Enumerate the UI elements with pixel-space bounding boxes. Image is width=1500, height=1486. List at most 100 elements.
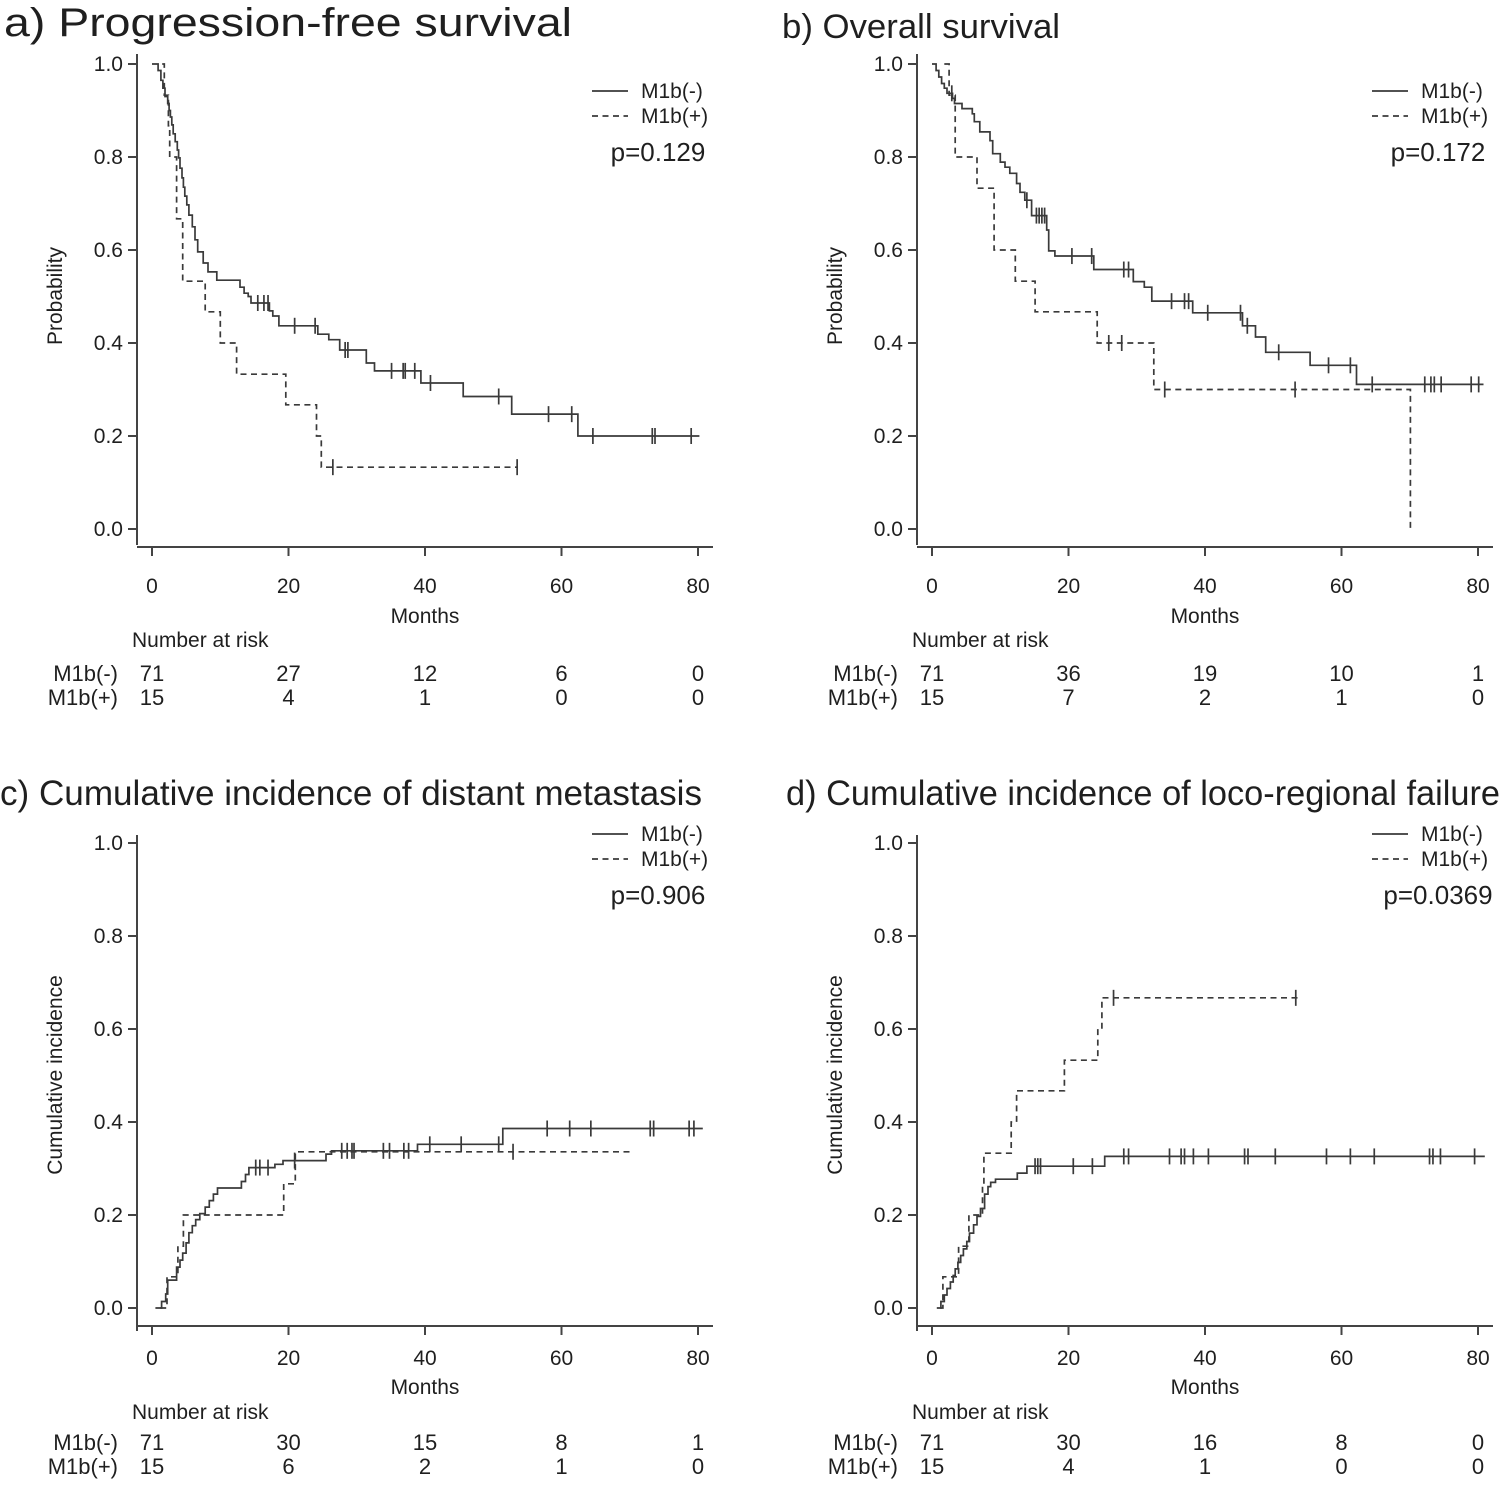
y-tick-label: 0.6: [874, 239, 903, 262]
y-tick-label: 0.0: [874, 1297, 903, 1320]
y-tick-label: 0.8: [874, 146, 903, 169]
x-tick-label: 0: [926, 1347, 938, 1370]
risk-count: 1: [555, 1454, 567, 1479]
legend: M1b(-)M1b(+): [1372, 80, 1488, 128]
risk-count: 6: [282, 1454, 294, 1479]
risk-row-label: M1b(+): [828, 1454, 898, 1479]
legend: M1b(-)M1b(+): [592, 823, 708, 871]
p-value: p=0.172: [1391, 137, 1486, 167]
risk-count: 6: [555, 661, 567, 686]
legend: M1b(-)M1b(+): [1372, 823, 1488, 871]
legend-label: M1b(+): [1421, 848, 1488, 871]
x-tick-label: 20: [277, 575, 300, 598]
y-tick-label: 0.4: [94, 332, 124, 355]
y-tick-label: 0.6: [874, 1018, 903, 1041]
y-tick-label: 0.4: [94, 1111, 124, 1134]
x-axis-label: Months: [1171, 1376, 1240, 1399]
km-curve-m1b-pos: [944, 63, 1412, 529]
risk-count: 0: [1472, 1454, 1484, 1479]
x-tick-label: 0: [926, 575, 938, 598]
risk-count: 8: [1335, 1430, 1347, 1455]
legend-label: M1b(+): [641, 848, 708, 871]
y-axis-label: Cumulative incidence: [44, 975, 67, 1175]
legend-label: M1b(+): [1421, 105, 1488, 128]
legend-label: M1b(-): [641, 823, 703, 846]
x-tick-label: 20: [1057, 1347, 1080, 1370]
risk-count: 0: [1472, 685, 1484, 710]
risk-count: 0: [1472, 1430, 1484, 1455]
x-tick-label: 60: [550, 1347, 573, 1370]
x-axis-label: Months: [391, 1376, 460, 1399]
y-tick-label: 0.8: [94, 146, 123, 169]
y-tick-label: 0.4: [874, 332, 904, 355]
y-tick-label: 1.0: [874, 53, 903, 76]
risk-row-label: M1b(+): [48, 1454, 118, 1479]
panel-progression-free-survival: a) Progression-free survival 0.0 0.2 0.4 0.6…: [0, 0, 750, 743]
x-tick-label: 80: [1466, 575, 1489, 598]
x-tick-label: 60: [550, 575, 573, 598]
km-curve-m1b-neg: [152, 63, 700, 444]
risk-count: 1: [1199, 1454, 1211, 1479]
censor-marks: [1034, 1148, 1476, 1175]
x-tick-label: 80: [1466, 1347, 1489, 1370]
risk-count: 0: [1335, 1454, 1347, 1479]
censor-marks: [256, 295, 693, 444]
y-tick-label: 0.2: [874, 1204, 903, 1227]
risk-table-header: Number at risk: [912, 629, 1049, 652]
risk-count: 12: [413, 661, 437, 686]
risk-count: 15: [140, 1454, 164, 1479]
panel-cumulative-incidence-loco-regional-failure: d) Cumulative incidence of loco-regional…: [750, 743, 1500, 1486]
risk-row-label: M1b(+): [828, 685, 898, 710]
risk-count: 0: [692, 661, 704, 686]
risk-count: 2: [1199, 685, 1211, 710]
panel-c-title: c) Cumulative incidence of distant metas…: [0, 774, 702, 813]
y-axis-label: Probability: [44, 246, 67, 345]
step-curve: [936, 1155, 1485, 1309]
y-axis-label: Probability: [824, 246, 847, 345]
km-curve-m1b-pos: [160, 1143, 633, 1309]
y-tick-label: 1.0: [874, 832, 903, 855]
step-curve: [162, 63, 518, 469]
risk-count: 71: [920, 1430, 944, 1455]
panel-a-title: a) Progression-free survival: [4, 1, 572, 45]
y-tick-label: 0.8: [874, 925, 903, 948]
x-tick-label: 40: [1193, 1347, 1216, 1370]
panel-d-title: d) Cumulative incidence of loco-regional…: [786, 774, 1500, 813]
risk-count: 27: [276, 661, 300, 686]
y-tick-label: 0.2: [874, 425, 903, 448]
censor-marks: [332, 459, 518, 476]
risk-count: 0: [692, 685, 704, 710]
risk-table-header: Number at risk: [132, 629, 269, 652]
panel-b-title: b) Overall survival: [782, 8, 1060, 46]
x-tick-label: 20: [277, 1347, 300, 1370]
x-tick-label: 0: [146, 1347, 158, 1370]
x-tick-label: 20: [1057, 575, 1080, 598]
risk-count: 30: [1056, 1430, 1080, 1455]
risk-count: 15: [140, 685, 164, 710]
panel-cumulative-incidence-distant-metastasis: c) Cumulative incidence of distant metas…: [0, 743, 750, 1486]
x-axis-label: Months: [1171, 605, 1240, 628]
step-curve: [152, 63, 700, 437]
x-tick-label: 60: [1330, 1347, 1353, 1370]
x-tick-label: 60: [1330, 575, 1353, 598]
x-tick-label: 80: [686, 575, 709, 598]
risk-count: 7: [1062, 685, 1074, 710]
legend-label: M1b(-): [641, 80, 703, 103]
x-tick-label: 40: [1193, 575, 1216, 598]
y-tick-label: 0.8: [94, 925, 123, 948]
risk-count: 71: [920, 661, 944, 686]
risk-count: 36: [1056, 661, 1080, 686]
risk-count: 15: [413, 1430, 437, 1455]
risk-count: 1: [692, 1430, 704, 1455]
legend-label: M1b(+): [641, 105, 708, 128]
legend-label: M1b(-): [1421, 80, 1483, 103]
x-axis-label: Months: [391, 605, 460, 628]
x-tick-label: 40: [413, 575, 436, 598]
risk-count: 10: [1329, 661, 1353, 686]
risk-row-label: M1b(-): [53, 1430, 118, 1455]
